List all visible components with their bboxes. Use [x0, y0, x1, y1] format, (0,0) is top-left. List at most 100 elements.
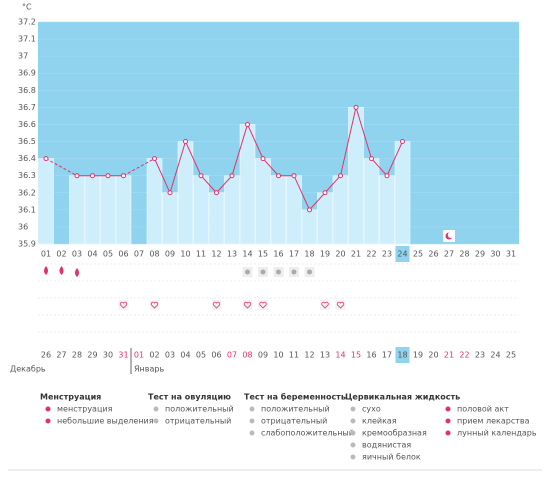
y-tick-label: 37	[18, 52, 28, 61]
legend-title: Тест на овуляцию	[148, 393, 231, 402]
day-label: 01	[41, 250, 51, 259]
day-label: 06	[118, 250, 128, 259]
date-label: 06	[211, 351, 221, 360]
day-label: 23	[382, 250, 392, 259]
date-label: 30	[103, 351, 113, 360]
legend-icon	[249, 430, 255, 436]
sex-box	[149, 300, 160, 310]
sex-icon	[119, 301, 128, 309]
bar	[363, 158, 380, 245]
day-label: 26	[428, 250, 438, 259]
date-label: 18	[397, 351, 407, 360]
sex-box	[335, 300, 346, 310]
legend-icon	[249, 406, 255, 412]
date-label: 19	[413, 351, 423, 360]
day-label: 15	[258, 250, 268, 259]
legend-item: менструация	[57, 405, 113, 414]
date-label: 08	[242, 351, 252, 360]
ovulation-negative	[291, 269, 297, 275]
day-label: 04	[87, 250, 97, 259]
temperature-point	[369, 156, 374, 162]
bar	[332, 175, 349, 245]
temperature-point	[74, 173, 80, 179]
moon-cut	[447, 232, 454, 238]
legend-item: прием лекарства	[457, 417, 530, 426]
legend-item: положительный	[261, 405, 330, 414]
temperature-point	[105, 173, 111, 179]
y-tick-label: 36.4	[18, 154, 36, 163]
day-label: 10	[180, 250, 190, 259]
date-label: 04	[180, 351, 190, 360]
sex-icon	[150, 301, 159, 309]
bar	[69, 175, 85, 245]
date-label: 31	[118, 351, 128, 360]
bar	[224, 175, 240, 245]
bar	[84, 175, 101, 245]
bar	[255, 158, 271, 245]
temperature-point	[322, 190, 328, 196]
menstruation-icon	[75, 268, 79, 277]
legend-item: небольшие выделения	[57, 417, 154, 426]
legend-icon	[45, 406, 51, 412]
day-label: 17	[289, 250, 299, 259]
temperature-point	[338, 173, 343, 179]
day-label: 29	[475, 250, 485, 259]
bar	[177, 141, 194, 245]
date-label: 25	[506, 351, 516, 360]
legend-icon	[350, 406, 356, 412]
date-label: 20	[428, 351, 438, 360]
date-label: 17	[382, 351, 392, 360]
menstruation-icon	[59, 266, 64, 275]
month-label: Декабрь	[10, 365, 46, 374]
bar	[270, 175, 287, 245]
sex-icon	[259, 301, 267, 309]
y-tick-label: 36.6	[18, 120, 36, 129]
y-tick-label: 37.1	[18, 35, 36, 44]
day-label: 21	[351, 250, 361, 259]
legend-item: слабоположительный	[261, 429, 354, 438]
legend-item: лунный календарь	[457, 429, 537, 438]
date-label: 01	[134, 351, 144, 360]
date-label: 02	[149, 351, 159, 360]
date-highlight	[395, 347, 410, 363]
day-label: 27	[444, 250, 454, 259]
y-tick-label: 36.2	[18, 188, 36, 197]
legend-icon	[445, 406, 451, 412]
date-label: 29	[87, 351, 97, 360]
y-tick-label: 36.1	[18, 205, 36, 214]
day-label: 20	[335, 250, 345, 259]
today-highlight	[395, 246, 410, 262]
legend-icon	[350, 430, 356, 436]
temperature-point	[121, 173, 126, 179]
bar	[162, 192, 178, 245]
day-label: 30	[490, 250, 500, 259]
date-label: 03	[165, 351, 175, 360]
y-tick-label: 36	[18, 222, 28, 231]
legend-icon	[249, 418, 255, 424]
sex-box	[258, 300, 268, 310]
unit-label: °C	[22, 3, 32, 12]
date-label: 26	[41, 351, 51, 360]
temperature-point	[90, 173, 95, 179]
temperature-point	[152, 156, 157, 162]
legend-item: кремообразная	[362, 429, 427, 438]
sex-icon	[212, 301, 221, 309]
legend-icon	[153, 418, 159, 424]
legend-title: Цервикальная жидкость	[345, 393, 460, 402]
date-label: 13	[320, 351, 330, 360]
date-label: 05	[196, 351, 206, 360]
legend-item: клейкая	[362, 417, 397, 426]
bar	[301, 209, 318, 245]
temperature-point	[245, 121, 250, 127]
legend-item: половой акт	[457, 405, 509, 414]
y-tick-label: 37.2	[18, 18, 36, 27]
bar	[317, 192, 333, 245]
temperature-point	[276, 173, 281, 179]
day-label: 02	[56, 250, 66, 259]
sex-box	[242, 300, 253, 310]
date-label: 15	[351, 351, 361, 360]
day-label: 28	[459, 250, 469, 259]
temperature-point	[229, 173, 235, 179]
y-tick-label: 36.7	[18, 103, 36, 112]
